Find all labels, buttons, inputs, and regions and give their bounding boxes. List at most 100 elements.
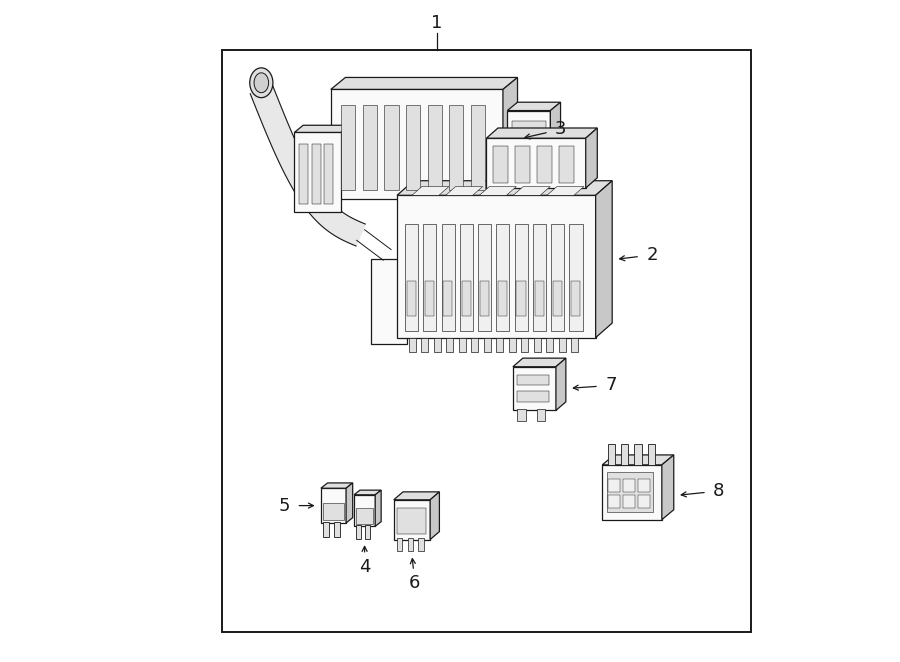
- Bar: [323, 503, 344, 520]
- Ellipse shape: [249, 68, 273, 98]
- Polygon shape: [513, 187, 550, 195]
- Polygon shape: [412, 187, 449, 195]
- Polygon shape: [551, 102, 561, 177]
- Bar: [511, 158, 546, 170]
- Bar: [409, 338, 416, 352]
- Polygon shape: [508, 111, 551, 177]
- Bar: [459, 338, 466, 352]
- Bar: [478, 224, 491, 330]
- Polygon shape: [513, 358, 566, 367]
- Ellipse shape: [254, 73, 268, 93]
- Polygon shape: [375, 490, 382, 526]
- Bar: [421, 338, 428, 352]
- Bar: [535, 281, 544, 316]
- Bar: [471, 105, 485, 190]
- Text: 3: 3: [554, 120, 566, 138]
- Bar: [449, 105, 464, 190]
- Bar: [484, 338, 491, 352]
- Bar: [517, 281, 526, 316]
- Bar: [434, 338, 441, 352]
- Bar: [462, 281, 471, 316]
- Polygon shape: [354, 490, 382, 495]
- Bar: [493, 146, 508, 183]
- Bar: [460, 224, 473, 330]
- Text: 6: 6: [409, 574, 420, 592]
- Polygon shape: [393, 492, 439, 500]
- Bar: [511, 121, 546, 133]
- Bar: [537, 146, 552, 183]
- Bar: [334, 522, 340, 537]
- Bar: [499, 281, 508, 316]
- Bar: [496, 224, 509, 330]
- Bar: [621, 444, 628, 465]
- Bar: [428, 105, 442, 190]
- Bar: [607, 473, 653, 512]
- Bar: [546, 338, 554, 352]
- Bar: [496, 338, 503, 352]
- Polygon shape: [480, 187, 517, 195]
- Polygon shape: [331, 89, 503, 199]
- Text: 1: 1: [431, 14, 443, 32]
- Text: 5: 5: [279, 496, 291, 514]
- Polygon shape: [430, 492, 439, 540]
- Bar: [518, 391, 550, 402]
- Bar: [384, 105, 399, 190]
- Polygon shape: [331, 77, 518, 89]
- Polygon shape: [250, 85, 365, 246]
- Bar: [518, 409, 526, 421]
- Polygon shape: [508, 102, 561, 111]
- Polygon shape: [346, 483, 353, 523]
- Bar: [356, 526, 361, 539]
- Bar: [363, 105, 377, 190]
- Polygon shape: [596, 181, 612, 338]
- Polygon shape: [602, 465, 662, 520]
- Bar: [570, 224, 582, 330]
- Bar: [572, 338, 578, 352]
- Bar: [551, 224, 564, 330]
- Bar: [536, 409, 545, 421]
- Bar: [324, 144, 333, 204]
- Bar: [407, 281, 416, 316]
- Bar: [323, 522, 329, 537]
- Text: 4: 4: [359, 557, 371, 576]
- Bar: [518, 375, 550, 385]
- Bar: [634, 444, 642, 465]
- Polygon shape: [371, 259, 407, 344]
- Bar: [442, 224, 454, 330]
- Bar: [553, 281, 562, 316]
- Polygon shape: [354, 495, 375, 526]
- Polygon shape: [556, 358, 566, 410]
- Bar: [608, 444, 616, 465]
- Bar: [480, 281, 489, 316]
- Bar: [638, 495, 650, 508]
- Bar: [397, 538, 401, 551]
- Polygon shape: [602, 455, 674, 465]
- Bar: [521, 338, 528, 352]
- Bar: [511, 140, 546, 152]
- Text: 8: 8: [713, 482, 725, 500]
- Polygon shape: [294, 125, 349, 132]
- Polygon shape: [513, 367, 556, 410]
- Polygon shape: [503, 77, 517, 199]
- Bar: [559, 338, 565, 352]
- Polygon shape: [486, 138, 586, 188]
- Polygon shape: [321, 483, 353, 489]
- Bar: [408, 538, 413, 551]
- Bar: [608, 479, 620, 491]
- Bar: [623, 479, 635, 491]
- Polygon shape: [547, 187, 584, 195]
- Bar: [638, 479, 650, 491]
- Bar: [418, 538, 424, 551]
- Bar: [515, 146, 530, 183]
- Bar: [559, 146, 574, 183]
- Bar: [444, 281, 453, 316]
- Bar: [405, 224, 418, 330]
- Bar: [647, 444, 654, 465]
- Polygon shape: [446, 187, 482, 195]
- Text: 7: 7: [605, 377, 617, 395]
- Bar: [356, 508, 374, 524]
- Polygon shape: [397, 195, 596, 338]
- Polygon shape: [586, 128, 598, 188]
- Bar: [311, 144, 320, 204]
- Bar: [515, 224, 527, 330]
